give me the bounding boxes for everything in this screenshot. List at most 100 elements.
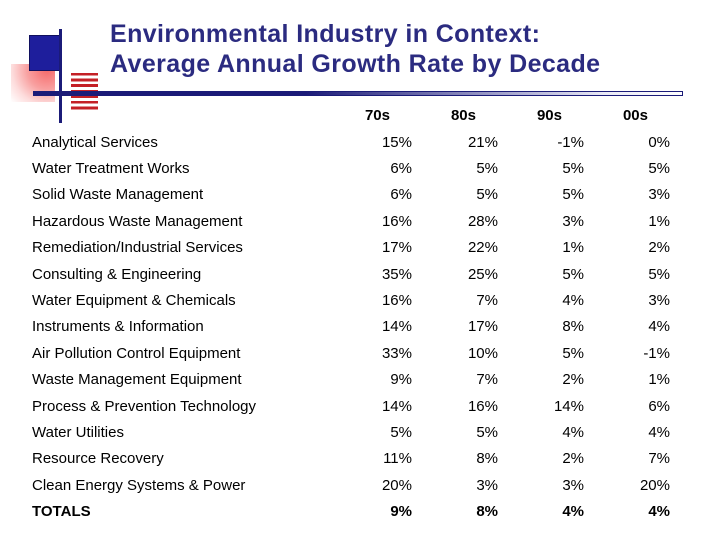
header-90s: 90s [536, 106, 562, 124]
table-row: Process & Prevention Technology 14% 16% 14%… [32, 393, 670, 419]
row-value: 22% [467, 239, 498, 257]
row-label: Water Treatment Works [32, 160, 190, 178]
table-row: Solid Waste Management 6% 5% 5% 3% [32, 182, 670, 208]
table-row: Water Treatment Works 6% 5% 5% 5% [32, 155, 670, 181]
slide-title: Environmental Industry in Context: Avera… [110, 19, 600, 79]
row-value: 5% [562, 265, 584, 283]
row-value: 4% [648, 423, 670, 441]
row-label: Resource Recovery [32, 450, 164, 468]
row-value: 6% [390, 160, 412, 178]
row-value: 5% [476, 423, 498, 441]
row-label: Remediation/Industrial Services [32, 239, 243, 257]
table-row: Clean Energy Systems & Power 20% 3% 3% 20% [32, 472, 670, 498]
table-row: Hazardous Waste Management 16% 28% 3% 1% [32, 208, 670, 234]
row-value: 8% [476, 503, 498, 521]
row-value: 11% [383, 450, 412, 468]
header-00s: 00s [622, 106, 648, 124]
header-80s: 80s [450, 106, 476, 124]
row-value: 1% [648, 212, 670, 230]
table-row: TOTALS 9% 8% 4% 4% [32, 498, 670, 524]
row-label: Water Equipment & Chemicals [32, 292, 236, 310]
row-value: 20% [381, 476, 412, 494]
row-value: 5% [648, 160, 670, 178]
header-70s: 70s [364, 106, 390, 124]
table-row: Remediation/Industrial Services 17% 22% 1% 2… [32, 235, 670, 261]
row-value: 7% [476, 292, 498, 310]
row-value: -1% [643, 344, 670, 362]
table-row: Analytical Services 15% 21% -1% 0% [32, 129, 670, 155]
row-value: 16% [467, 397, 498, 415]
row-value: 25% [467, 265, 498, 283]
blue-square-decoration [29, 35, 62, 71]
row-value: 4% [648, 503, 670, 521]
table-row: Resource Recovery 11% 8% 2% 7% [32, 446, 670, 472]
row-label: Waste Management Equipment [32, 371, 242, 389]
row-value: 20% [639, 476, 670, 494]
table-row: Waste Management Equipment 9% 7% 2% 1% [32, 367, 670, 393]
row-value: 28% [467, 212, 498, 230]
row-value: 2% [562, 371, 584, 389]
row-value: 0% [648, 133, 670, 151]
row-value: 4% [562, 423, 584, 441]
row-value: 8% [562, 318, 584, 336]
row-value: 35% [381, 265, 412, 283]
row-value: 14% [553, 397, 584, 415]
row-value: 6% [648, 397, 670, 415]
growth-rate-table: 70s 80s 90s 00s Analytical Services 15% 21… [32, 101, 670, 525]
row-value: 1% [562, 239, 584, 257]
row-value: 4% [648, 318, 670, 336]
row-value: 17% [381, 239, 412, 257]
row-value: 5% [562, 186, 584, 204]
row-value: 5% [476, 160, 498, 178]
row-label: Process & Prevention Technology [32, 397, 257, 415]
row-value: 10% [467, 344, 498, 362]
row-value: 9% [390, 503, 412, 521]
row-value: 5% [562, 344, 584, 362]
row-value: 17% [467, 318, 498, 336]
row-label: Instruments & Information [32, 318, 204, 336]
row-value: 6% [390, 186, 412, 204]
table-row: Instruments & Information 14% 17% 8% 4% [32, 314, 670, 340]
row-value: 16% [381, 292, 412, 310]
row-label: Solid Waste Management [32, 186, 204, 204]
row-value: 15% [381, 133, 412, 151]
row-value: 2% [648, 239, 670, 257]
row-value: 8% [476, 450, 498, 468]
row-value: 5% [562, 160, 584, 178]
table-row: Consulting & Engineering 35% 25% 5% 5% [32, 261, 670, 287]
row-value: 21% [467, 133, 498, 151]
vertical-line-decoration [59, 29, 62, 123]
row-value: 1% [648, 371, 670, 389]
row-value: 14% [381, 397, 412, 415]
row-value: 3% [476, 476, 498, 494]
row-value: 3% [562, 476, 584, 494]
row-value: 14% [381, 318, 412, 336]
slide-title-line1: Environmental Industry in Context: [110, 20, 541, 48]
row-value: 5% [390, 423, 412, 441]
row-value: 16% [381, 212, 412, 230]
table-body: Analytical Services 15% 21% -1% 0% Water Trea… [32, 129, 670, 525]
row-value: -1% [557, 133, 584, 151]
row-value: 2% [562, 450, 584, 468]
table-row: Water Utilities 5% 5% 4% 4% [32, 419, 670, 445]
row-value: 3% [648, 186, 670, 204]
row-value: 5% [648, 265, 670, 283]
row-value: 7% [476, 371, 498, 389]
row-value: 7% [648, 450, 670, 468]
table-header-row: 70s 80s 90s 00s [32, 101, 670, 129]
row-label: Hazardous Waste Management [32, 212, 243, 230]
row-label: Analytical Services [32, 133, 158, 151]
title-underline-rule [33, 91, 683, 96]
row-label: TOTALS [32, 503, 91, 521]
row-value: 3% [648, 292, 670, 310]
row-label: Air Pollution Control Equipment [32, 344, 241, 362]
table-row: Water Equipment & Chemicals 16% 7% 4% 3% [32, 287, 670, 313]
slide-title-line2: Average Annual Growth Rate by Decade [110, 50, 601, 78]
row-value: 3% [562, 212, 584, 230]
row-value: 33% [381, 344, 412, 362]
row-label: Clean Energy Systems & Power [32, 476, 246, 494]
row-value: 5% [476, 186, 498, 204]
row-label: Consulting & Engineering [32, 265, 202, 283]
row-label: Water Utilities [32, 423, 124, 441]
